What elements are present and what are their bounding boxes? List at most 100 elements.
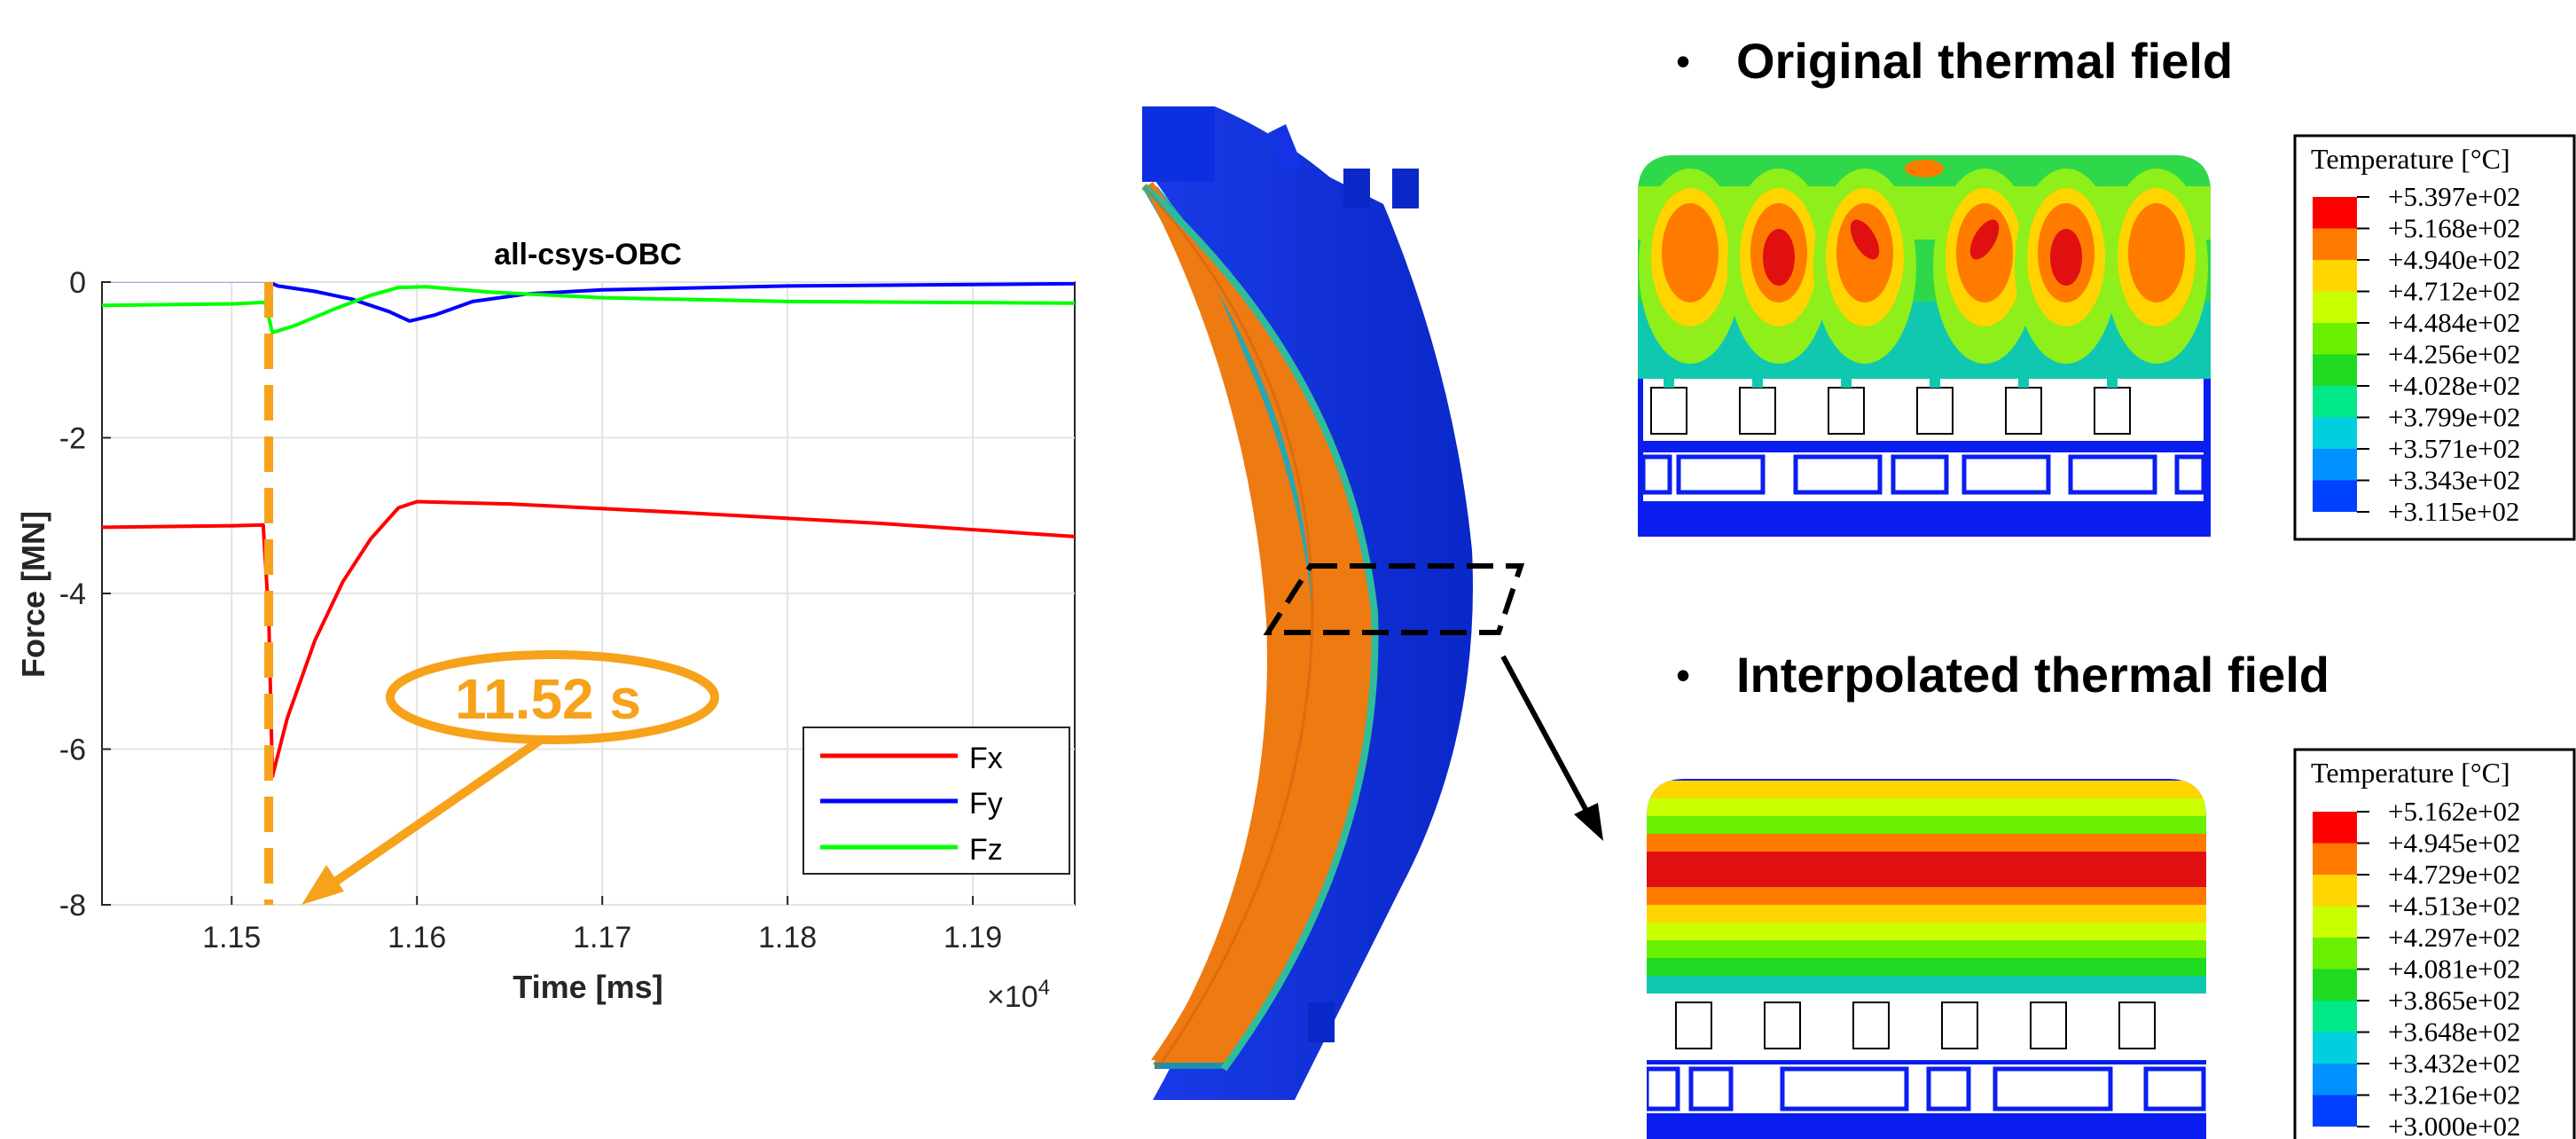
legend-value: +4.484e+02 xyxy=(2388,307,2520,338)
legend-label-fx: Fx xyxy=(969,742,1003,775)
contour-band xyxy=(1647,852,2206,870)
force-chart: 0 -2 -4 -6 -8 1.15 1.16 1.17 1.18 1.19 all-csys-… xyxy=(15,238,1076,1014)
contour-slot xyxy=(2143,1066,2206,1112)
original-field-title: Original thermal field xyxy=(1736,33,2233,89)
chart-legend: Fx Fy Fz xyxy=(803,727,1070,875)
y-axis-label: Force [MN] xyxy=(15,511,51,678)
legend-label-fz: Fz xyxy=(969,833,1003,867)
y-tick-label: -8 xyxy=(59,889,86,923)
contour-band xyxy=(1647,834,2206,852)
bullet-icon: • xyxy=(1676,38,1690,84)
interpolated-thermal-contour xyxy=(1647,779,2206,1139)
legend-swatch xyxy=(2313,354,2357,386)
contour-box xyxy=(1941,1002,1978,1049)
legend-swatch xyxy=(2313,875,2357,907)
contour-slot xyxy=(1640,454,1672,495)
contour-box xyxy=(1852,1002,1890,1049)
legend-value: +5.397e+02 xyxy=(2388,181,2520,212)
legend-value: +3.571e+02 xyxy=(2388,433,2520,464)
legend-value: +3.115e+02 xyxy=(2388,496,2519,527)
legend-value: +4.940e+02 xyxy=(2388,244,2520,275)
contour-slot xyxy=(1926,1066,1971,1112)
y-tick-label: -6 xyxy=(59,734,86,767)
curved-component-model xyxy=(1141,106,1603,1100)
x-tick-label: 1.17 xyxy=(573,921,631,954)
contour-slot xyxy=(2068,454,2157,495)
contour-band xyxy=(1647,816,2206,835)
legend-value: +3.000e+02 xyxy=(2388,1111,2520,1139)
contour-lobe xyxy=(1662,203,1719,302)
legend-swatch xyxy=(2313,417,2357,449)
legend-swatch xyxy=(2313,260,2357,292)
contour-slot xyxy=(1961,454,2051,495)
legend-swatch xyxy=(2313,1095,2357,1127)
legend-value: +5.168e+02 xyxy=(2388,213,2520,244)
x-ticks: 1.15 1.16 1.17 1.18 1.19 xyxy=(202,896,1002,954)
contour-band xyxy=(1647,905,2206,923)
legend-value: +3.343e+02 xyxy=(2388,465,2520,496)
legend-value: +4.297e+02 xyxy=(2388,922,2520,953)
legend-swatch xyxy=(2313,291,2357,323)
contour-hot-spot xyxy=(1850,219,1880,260)
legend-swatch xyxy=(2313,197,2357,229)
legend-swatch xyxy=(2313,1032,2357,1064)
annotation-ellipse xyxy=(386,650,719,744)
contour-stub xyxy=(1930,379,1940,388)
x-tick-label: 1.19 xyxy=(943,921,1002,954)
contour-slot xyxy=(1780,1066,1909,1112)
contour-stub xyxy=(1841,379,1852,388)
contour-band xyxy=(1647,869,2206,888)
contour-band xyxy=(1647,958,2206,977)
legend-swatch xyxy=(2313,969,2357,1001)
contour-hot-spot xyxy=(1763,229,1795,286)
legend-swatch xyxy=(2313,449,2357,481)
legend-swatch xyxy=(2313,386,2357,418)
contour-stub xyxy=(1752,379,1763,388)
chart-title: all-csys-OBC xyxy=(494,238,682,271)
zoom-arrow-line xyxy=(1500,655,1594,822)
interpolated-legend-title: Temperature [°C] xyxy=(2311,757,2510,789)
legend-value: +3.799e+02 xyxy=(2388,402,2520,433)
legend-value: +4.081e+02 xyxy=(2388,954,2520,985)
contour-box xyxy=(2030,1002,2067,1049)
x-tick-label: 1.15 xyxy=(202,921,261,954)
legend-swatch xyxy=(2313,323,2357,355)
contour-box xyxy=(1916,387,1954,435)
contour-slot xyxy=(1891,454,1949,495)
legend-swatch xyxy=(2313,1001,2357,1033)
legend-value: +4.028e+02 xyxy=(2388,370,2520,401)
x-tick-label: 1.16 xyxy=(388,921,446,954)
contour-box xyxy=(1675,1002,1712,1049)
interpolated-field-title: Interpolated thermal field xyxy=(1736,647,2329,703)
annotation-arrow-line xyxy=(321,735,544,894)
original-legend-title: Temperature [°C] xyxy=(2311,143,2510,175)
legend-value: +4.513e+02 xyxy=(2388,891,2520,922)
legend-swatch xyxy=(2313,843,2357,875)
contour-box xyxy=(2094,387,2131,435)
x-exponent-label: ×104 xyxy=(987,976,1050,1014)
legend-swatch xyxy=(2313,812,2357,844)
contour-slot xyxy=(2174,454,2206,495)
contour-lobe xyxy=(2128,203,2185,302)
legend-value: +3.865e+02 xyxy=(2388,985,2520,1016)
series-line-fy xyxy=(102,282,1075,323)
legend-value: +3.648e+02 xyxy=(2388,1017,2520,1048)
contour-band xyxy=(1647,887,2206,906)
contour-box xyxy=(1828,387,1865,435)
legend-value: +5.162e+02 xyxy=(2388,796,2520,827)
original-thermal-contour xyxy=(1638,155,2211,537)
contour-slot xyxy=(1993,1066,2113,1112)
contour-hot-spot xyxy=(1969,219,2000,260)
contour-band xyxy=(1647,976,2206,994)
legend-swatch xyxy=(2313,228,2357,260)
contour-band xyxy=(1647,923,2206,941)
legend-swatch xyxy=(2313,1064,2357,1096)
contour-slot xyxy=(1676,454,1766,495)
legend-value: +4.945e+02 xyxy=(2388,828,2520,859)
legend-value: +4.256e+02 xyxy=(2388,339,2520,370)
contour-band xyxy=(1647,798,2206,817)
legend-swatch xyxy=(2313,938,2357,970)
y-tick-label: -2 xyxy=(59,422,86,456)
legend-value: +3.432e+02 xyxy=(2388,1048,2520,1079)
